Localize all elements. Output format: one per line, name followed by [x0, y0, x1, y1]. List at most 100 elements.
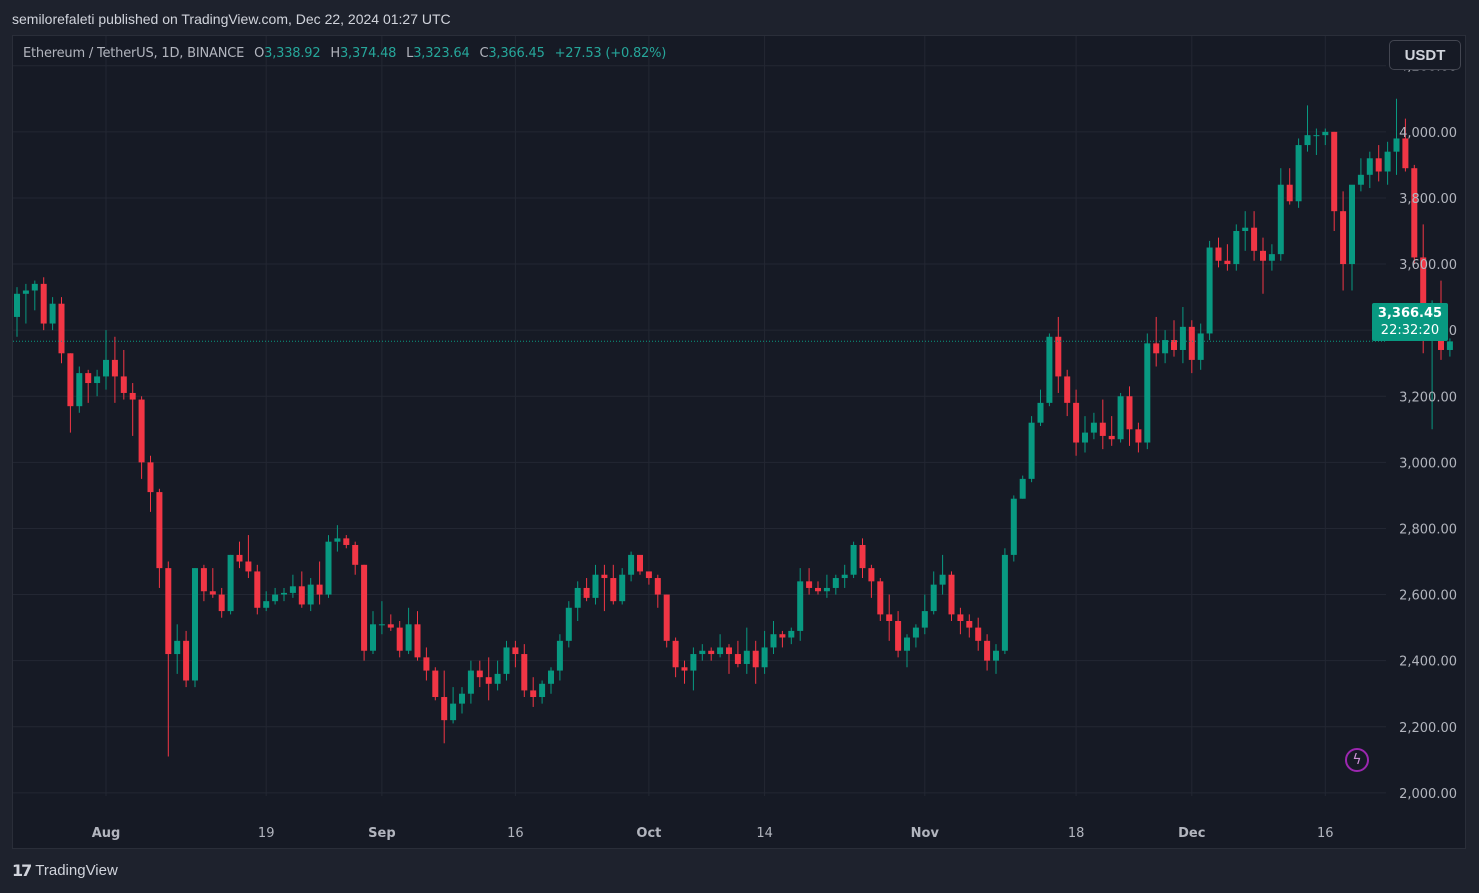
candle — [236, 541, 243, 569]
candle — [797, 568, 804, 641]
candle-body — [156, 492, 163, 569]
candle — [1322, 128, 1329, 146]
candle — [912, 624, 919, 648]
candle — [174, 624, 181, 674]
candle-body — [289, 586, 296, 593]
candle — [788, 627, 795, 645]
lightning-icon[interactable]: ϟ — [1345, 748, 1369, 772]
candle-body — [485, 677, 492, 684]
candle — [1019, 475, 1026, 499]
candle — [1340, 191, 1347, 291]
candle — [717, 634, 724, 658]
candle-body — [850, 544, 857, 575]
chart-panel[interactable]: 4,200.004,000.003,800.003,600.003,400.00… — [12, 35, 1466, 849]
candle — [476, 660, 483, 688]
candle-body — [752, 650, 759, 668]
candle-body — [138, 399, 145, 463]
candle — [459, 687, 465, 714]
candle-body — [1153, 343, 1160, 354]
candle-body — [975, 627, 982, 641]
candle — [610, 564, 617, 605]
candle-body — [1420, 257, 1427, 324]
candle — [1215, 237, 1222, 268]
candle — [993, 644, 999, 674]
candle — [841, 564, 848, 588]
candle-body — [1171, 340, 1177, 350]
candle-body — [1295, 145, 1302, 202]
brand-name: TradingView — [35, 862, 118, 879]
candle — [1037, 389, 1044, 426]
candle — [343, 535, 350, 549]
candle — [779, 630, 786, 648]
candle-body — [770, 634, 777, 648]
candle-body — [370, 624, 376, 651]
currency-button[interactable]: USDT — [1389, 40, 1461, 70]
symbol-label: Ethereum / TetherUS, 1D, BINANCE — [23, 46, 245, 61]
candle — [556, 634, 563, 681]
candle-body — [939, 574, 946, 585]
candle-body — [1251, 227, 1258, 251]
candle-body — [103, 359, 109, 377]
candle-body — [254, 571, 261, 608]
candle — [823, 574, 830, 598]
time-axis[interactable]: Aug 19 Sep 16 Oct 14 Nov 18 Dec 16 — [92, 826, 1334, 841]
candle — [1099, 399, 1106, 450]
candle-body — [797, 581, 804, 631]
candle-body — [1322, 131, 1329, 136]
candle-body — [726, 647, 732, 655]
candle — [325, 535, 332, 598]
candle — [1179, 307, 1186, 364]
candle — [1357, 158, 1364, 192]
candle — [1001, 548, 1008, 655]
candle-body — [209, 591, 216, 595]
change-value: +27.53 (+0.82%) — [554, 46, 667, 61]
price-tick-label: 2,800.00 — [1399, 522, 1457, 537]
candles — [13, 98, 1453, 757]
candle-body — [1268, 254, 1275, 261]
candle-body — [1028, 422, 1035, 479]
price-axis[interactable]: 4,200.004,000.003,800.003,600.003,400.00… — [1399, 60, 1457, 802]
candle — [761, 630, 768, 674]
candle-body — [1446, 341, 1453, 350]
low-value: 3,323.64 — [413, 46, 470, 61]
candle — [76, 366, 83, 413]
candle — [886, 594, 893, 641]
candlestick-chart[interactable]: 4,200.004,000.003,800.003,600.003,400.00… — [13, 36, 1466, 849]
candle-body — [521, 654, 528, 691]
candle-body — [717, 647, 724, 655]
candle-body — [414, 624, 421, 658]
candle-body — [1393, 138, 1400, 152]
candle — [966, 614, 973, 638]
candle-body — [1286, 184, 1293, 202]
candle — [1144, 333, 1151, 450]
candle — [672, 637, 679, 678]
candle — [1402, 118, 1409, 172]
candle-body — [921, 611, 928, 628]
candle-body — [316, 584, 323, 595]
candle-body — [1144, 343, 1151, 443]
open-label: O — [254, 46, 265, 61]
candle-body — [841, 574, 848, 579]
candle — [1366, 151, 1373, 189]
candle-body — [601, 574, 608, 579]
candle — [111, 336, 118, 403]
high-value: 3,374.48 — [339, 46, 397, 61]
candle-body — [236, 554, 243, 562]
candle-body — [378, 624, 385, 626]
candle — [40, 277, 47, 331]
candle — [877, 578, 884, 621]
candle — [574, 581, 581, 621]
time-tick-label: 16 — [1317, 826, 1334, 841]
candle — [663, 594, 670, 648]
candle — [832, 574, 839, 595]
candle — [921, 594, 928, 635]
candle — [592, 564, 599, 605]
candle-body — [1046, 336, 1053, 403]
last-price-tag: 3,366.45 22:32:20 — [1372, 303, 1448, 341]
candle-body — [1126, 396, 1133, 430]
candle-body — [645, 571, 652, 579]
candle-body — [405, 624, 412, 651]
candle — [1135, 422, 1142, 453]
candle-body — [654, 578, 661, 595]
candle-body — [94, 376, 101, 384]
